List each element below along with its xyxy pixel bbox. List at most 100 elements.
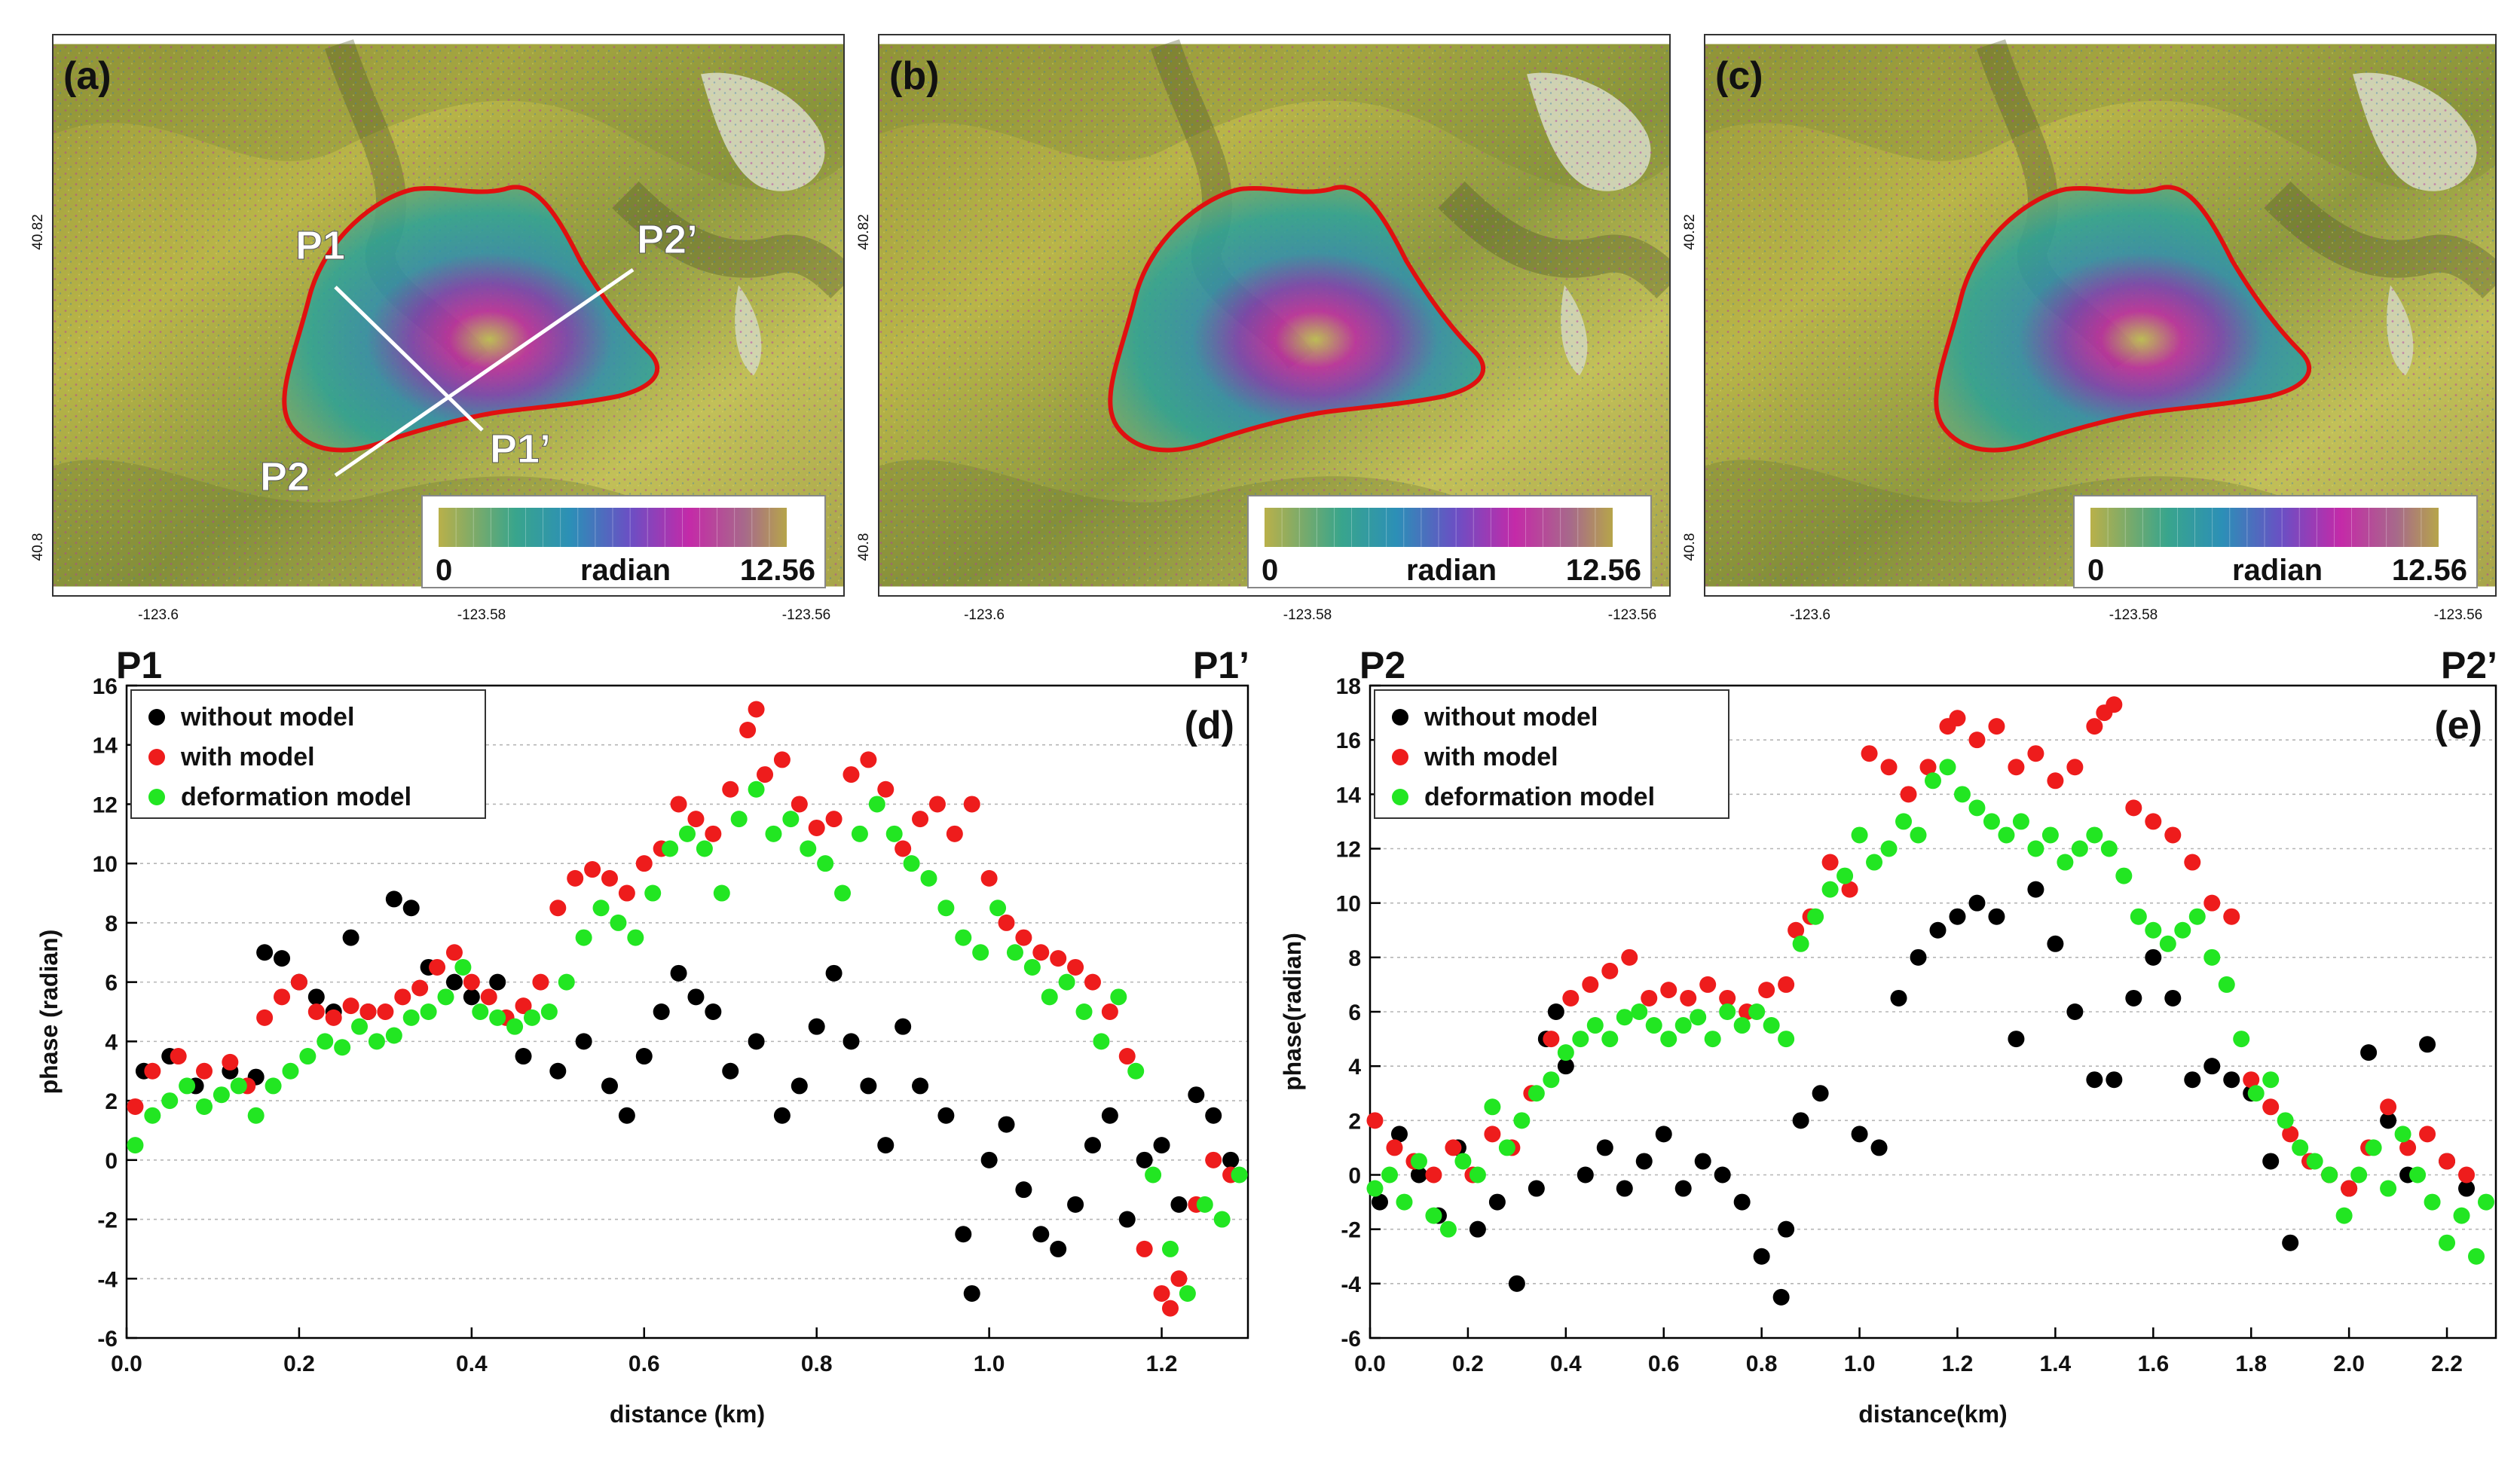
data-point [808, 1018, 825, 1035]
data-point [1425, 1207, 1442, 1224]
data-point [1660, 1031, 1677, 1048]
data-point [2066, 1003, 2084, 1020]
data-point [1733, 1193, 1751, 1211]
data-point [955, 1226, 972, 1243]
map-frame [878, 34, 1671, 597]
data-point [1674, 1017, 1692, 1034]
data-point [1821, 854, 1839, 871]
data-point [1998, 826, 2015, 844]
panel-label: (a) [63, 54, 112, 98]
profile-line-p1 [334, 286, 484, 432]
data-point [1396, 1193, 1413, 1211]
data-point [2262, 1153, 2280, 1170]
data-point [980, 869, 998, 887]
data-point [307, 988, 325, 1006]
data-point [2027, 745, 2044, 762]
data-point [1655, 1126, 1672, 1143]
data-point [359, 1003, 377, 1020]
data-point [963, 796, 980, 813]
data-point [385, 1027, 402, 1044]
data-point [601, 1077, 618, 1095]
data-point [463, 973, 480, 991]
data-point [274, 950, 291, 967]
data-point [1880, 759, 1898, 776]
x-tick-label: 0.8 [1746, 1352, 1778, 1376]
data-point [946, 825, 963, 842]
data-point [1758, 982, 1775, 999]
data-point [1704, 1031, 1721, 1048]
data-point [2086, 826, 2103, 844]
x-tick-label: 0.6 [1648, 1352, 1680, 1376]
data-point [1900, 786, 1917, 803]
data-point [713, 884, 730, 902]
data-point [515, 1048, 532, 1065]
data-point [1861, 745, 1878, 762]
profile-label: P1’ [490, 426, 551, 472]
data-point [549, 900, 567, 917]
y-tick-label: 2 [105, 1089, 118, 1114]
legend-marker [148, 749, 165, 765]
data-point [1445, 1139, 1462, 1156]
data-point [1601, 962, 1619, 979]
data-point [2027, 881, 2044, 898]
data-point [1968, 894, 1986, 912]
data-point [1748, 1003, 1766, 1020]
profile-start-label: P1 [116, 644, 162, 686]
data-point [963, 1284, 980, 1302]
data-point [1949, 710, 1966, 727]
y-tick-label: 2 [1348, 1109, 1361, 1134]
data-point [351, 1018, 369, 1035]
data-point [1660, 982, 1677, 999]
data-point [1621, 948, 1638, 966]
data-point [307, 1003, 325, 1020]
data-point [2041, 826, 2059, 844]
data-point [265, 1077, 282, 1095]
data-point [2233, 1031, 2250, 1048]
data-point [2453, 1207, 2470, 1224]
legend-label: without model [180, 703, 354, 732]
series-deformation-model [1366, 759, 2495, 1265]
data-point [1371, 1193, 1388, 1211]
data-point [1714, 1166, 1731, 1184]
data-point [1153, 1137, 1170, 1154]
data-point [1032, 1226, 1050, 1243]
data-point [1161, 1240, 1179, 1257]
data-point [2424, 1193, 2441, 1211]
y-axis-label: phase(radian) [1279, 933, 1306, 1091]
panel-label: (e) [2434, 704, 2482, 747]
data-point [2282, 1126, 2299, 1143]
data-point [1366, 1180, 1384, 1197]
data-point [1469, 1166, 1486, 1184]
lon-tick-label: -123.6 [964, 607, 1005, 623]
plot-frame [1369, 684, 2497, 1339]
data-point [1498, 1139, 1515, 1156]
data-point [1792, 1112, 1809, 1129]
x-tick-label: 0.0 [111, 1352, 142, 1376]
data-point [1939, 759, 1956, 776]
colorbar-gradient [1265, 508, 1613, 547]
data-point [1557, 1058, 1574, 1075]
colorbar-unit-label: radian [580, 554, 671, 587]
data-point [2468, 1248, 2485, 1265]
data-point [679, 825, 696, 842]
data-point [196, 1098, 213, 1115]
data-point [437, 988, 454, 1006]
data-point [635, 855, 653, 872]
y-tick-label: -2 [1341, 1218, 1361, 1243]
data-point [2130, 908, 2147, 925]
data-point [1484, 1098, 1501, 1116]
data-point [274, 988, 291, 1006]
series-without-model [135, 890, 1240, 1302]
data-point [644, 884, 662, 902]
data-point [989, 900, 1007, 917]
x-tick-label: 2.0 [2333, 1352, 2365, 1376]
x-axis-label: distance(km) [1858, 1400, 2007, 1428]
lon-tick-label: -123.6 [138, 607, 179, 623]
data-point [2223, 1071, 2240, 1089]
data-point [1136, 1151, 1153, 1168]
data-point [773, 1107, 791, 1124]
data-point [1983, 813, 2000, 830]
data-point [2243, 1071, 2260, 1089]
data-point [2380, 1180, 2397, 1197]
